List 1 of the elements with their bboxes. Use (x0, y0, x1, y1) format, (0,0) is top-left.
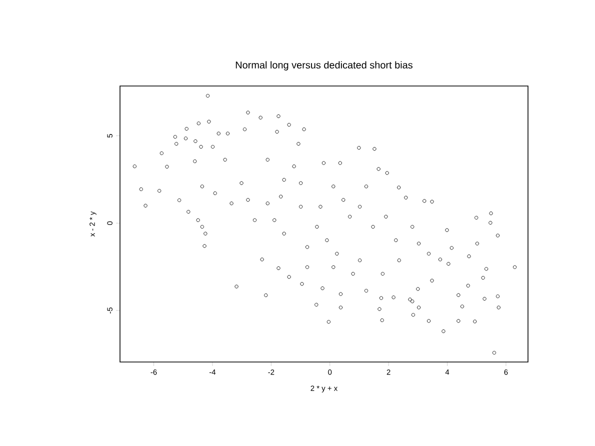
chart-title: Normal long versus dedicated short bias (236, 61, 412, 70)
